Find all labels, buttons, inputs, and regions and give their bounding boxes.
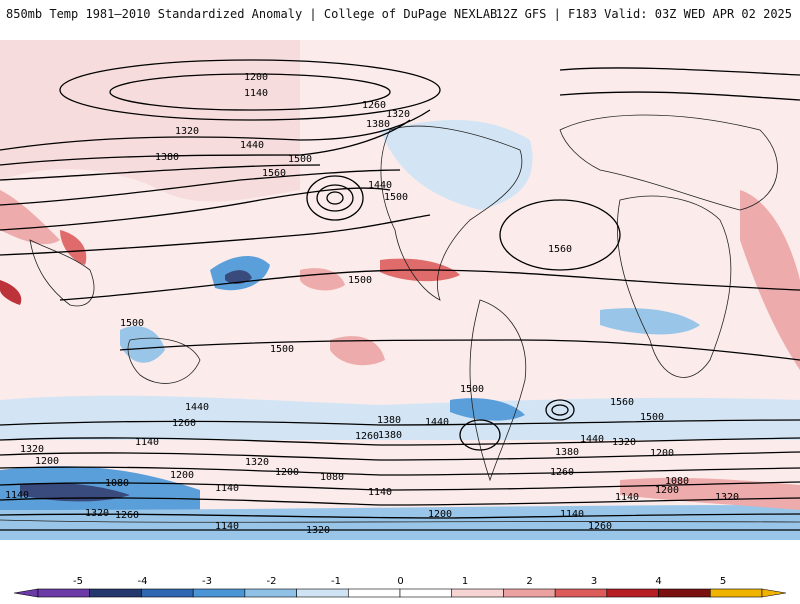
- colorbar-swatch: [37, 588, 91, 598]
- contour-label: 1260: [355, 431, 379, 442]
- colorbar-swatch: [503, 588, 556, 598]
- contour-label: 1200: [170, 470, 194, 481]
- contour-label: 1440: [425, 417, 449, 428]
- contour-label: 1200: [275, 467, 299, 478]
- contour-label: 1500: [348, 275, 372, 286]
- contour-label: 1500: [460, 384, 484, 395]
- colorbar-tick-label: 2: [526, 576, 532, 587]
- colorbar-swatch: [89, 588, 142, 598]
- anomaly-map: 1200 1140 1260 1320 1380 1440 1500 1560 …: [0, 40, 800, 540]
- contour-label: 1140: [368, 487, 392, 498]
- height-contours: [0, 59, 800, 531]
- colorbar-canvas: -5 -4 -3 -2 -1 0 1 2 3 4 5: [13, 576, 787, 598]
- contour-label: 1200: [655, 485, 679, 496]
- colorbar-tick-label: -2: [267, 576, 277, 587]
- contour-label: 1200: [244, 72, 268, 83]
- colorbar-tick-label: -3: [202, 576, 212, 587]
- colorbar-tick-label: -1: [331, 576, 341, 587]
- contour-label: 1500: [288, 154, 312, 165]
- colorbar-tick-label: 1: [462, 576, 468, 587]
- colorbar-swatch: [709, 588, 763, 598]
- contour-label: 1320: [245, 457, 269, 468]
- colorbar-swatch: [296, 588, 349, 598]
- contour-label: 1140: [215, 521, 239, 532]
- map-title: 850mb Temp 1981–2010 Standardized Anomal…: [6, 7, 498, 21]
- contour-label-layer: 1200 1140 1260 1320 1380 1440 1500 1560 …: [5, 72, 739, 536]
- contour-label: 1560: [262, 168, 286, 179]
- colorbar-swatch: [141, 588, 194, 598]
- coastlines: [0, 114, 800, 523]
- colorbar-swatch: [554, 588, 608, 598]
- contour-label: 1260: [172, 418, 196, 429]
- model-valid-time: 12Z GFS | F183 Valid: 03Z WED APR 02 202…: [495, 7, 792, 21]
- contour-label: 1500: [270, 344, 294, 355]
- map-canvas: 1200 1140 1260 1320 1380 1440 1500 1560 …: [0, 40, 800, 540]
- contour-label: 1380: [378, 430, 402, 441]
- colorbar-swatch: [244, 588, 297, 598]
- anomaly-colorbar: -5 -4 -3 -2 -1 0 1 2 3 4 5: [0, 560, 800, 600]
- contour-label: 1380: [155, 152, 179, 163]
- contour-label: 1320: [386, 109, 410, 120]
- contour-label: 1320: [20, 444, 44, 455]
- colorbar-tick-label: 5: [720, 576, 726, 587]
- contour-label: 1320: [612, 437, 636, 448]
- contour-label: 1260: [550, 467, 574, 478]
- contour-label: 1320: [175, 126, 199, 137]
- contour-label: 1260: [115, 510, 139, 521]
- contour-label: 1320: [85, 508, 109, 519]
- contour-label: 1560: [548, 244, 572, 255]
- contour-label: 1080: [105, 478, 129, 489]
- contour-label: 1440: [240, 140, 264, 151]
- colorbar-swatch: [192, 588, 246, 598]
- colorbar-tick-label: -4: [138, 576, 148, 587]
- colorbar-arrow-right: [761, 588, 787, 598]
- contour-label: 1320: [715, 492, 739, 503]
- contour-label: 1260: [588, 521, 612, 532]
- contour-label: 1080: [665, 476, 689, 487]
- contour-label: 1500: [640, 412, 664, 423]
- colorbar-tick-label: -5: [73, 576, 83, 587]
- contour-label: 1260: [362, 100, 386, 111]
- colorbar-tick-label: 4: [655, 576, 661, 587]
- colorbar-swatch: [606, 588, 659, 598]
- contour-label: 1380: [377, 415, 401, 426]
- contour-label: 1500: [120, 318, 144, 329]
- contour-label: 1140: [135, 437, 159, 448]
- contour-label: 1140: [5, 490, 29, 501]
- colorbar-swatch: [399, 588, 453, 598]
- contour-label: 1380: [555, 447, 579, 458]
- contour-label: 1140: [215, 483, 239, 494]
- contour-label: 1320: [306, 525, 330, 536]
- contour-label: 1440: [185, 402, 209, 413]
- colorbar-swatch: [347, 588, 401, 598]
- contour-label: 1200: [428, 509, 452, 520]
- contour-label: 1080: [320, 472, 344, 483]
- contour-label: 1380: [366, 119, 390, 130]
- contour-label: 1440: [580, 434, 604, 445]
- contour-label: 1140: [244, 88, 268, 99]
- colorbar-tick-label: 3: [591, 576, 597, 587]
- contour-label: 1500: [384, 192, 408, 203]
- contour-label: 1440: [368, 180, 392, 191]
- contour-label: 1140: [615, 492, 639, 503]
- contour-label: 1200: [650, 448, 674, 459]
- colorbar-tick-label: 0: [397, 576, 403, 587]
- anomaly-shading: [0, 40, 800, 540]
- colorbar-arrow-left: [13, 588, 39, 598]
- contour-label: 1200: [35, 456, 59, 467]
- contour-label: 1560: [610, 397, 634, 408]
- colorbar-swatch: [658, 588, 711, 598]
- colorbar-swatch: [451, 588, 504, 598]
- contour-label: 1140: [560, 509, 584, 520]
